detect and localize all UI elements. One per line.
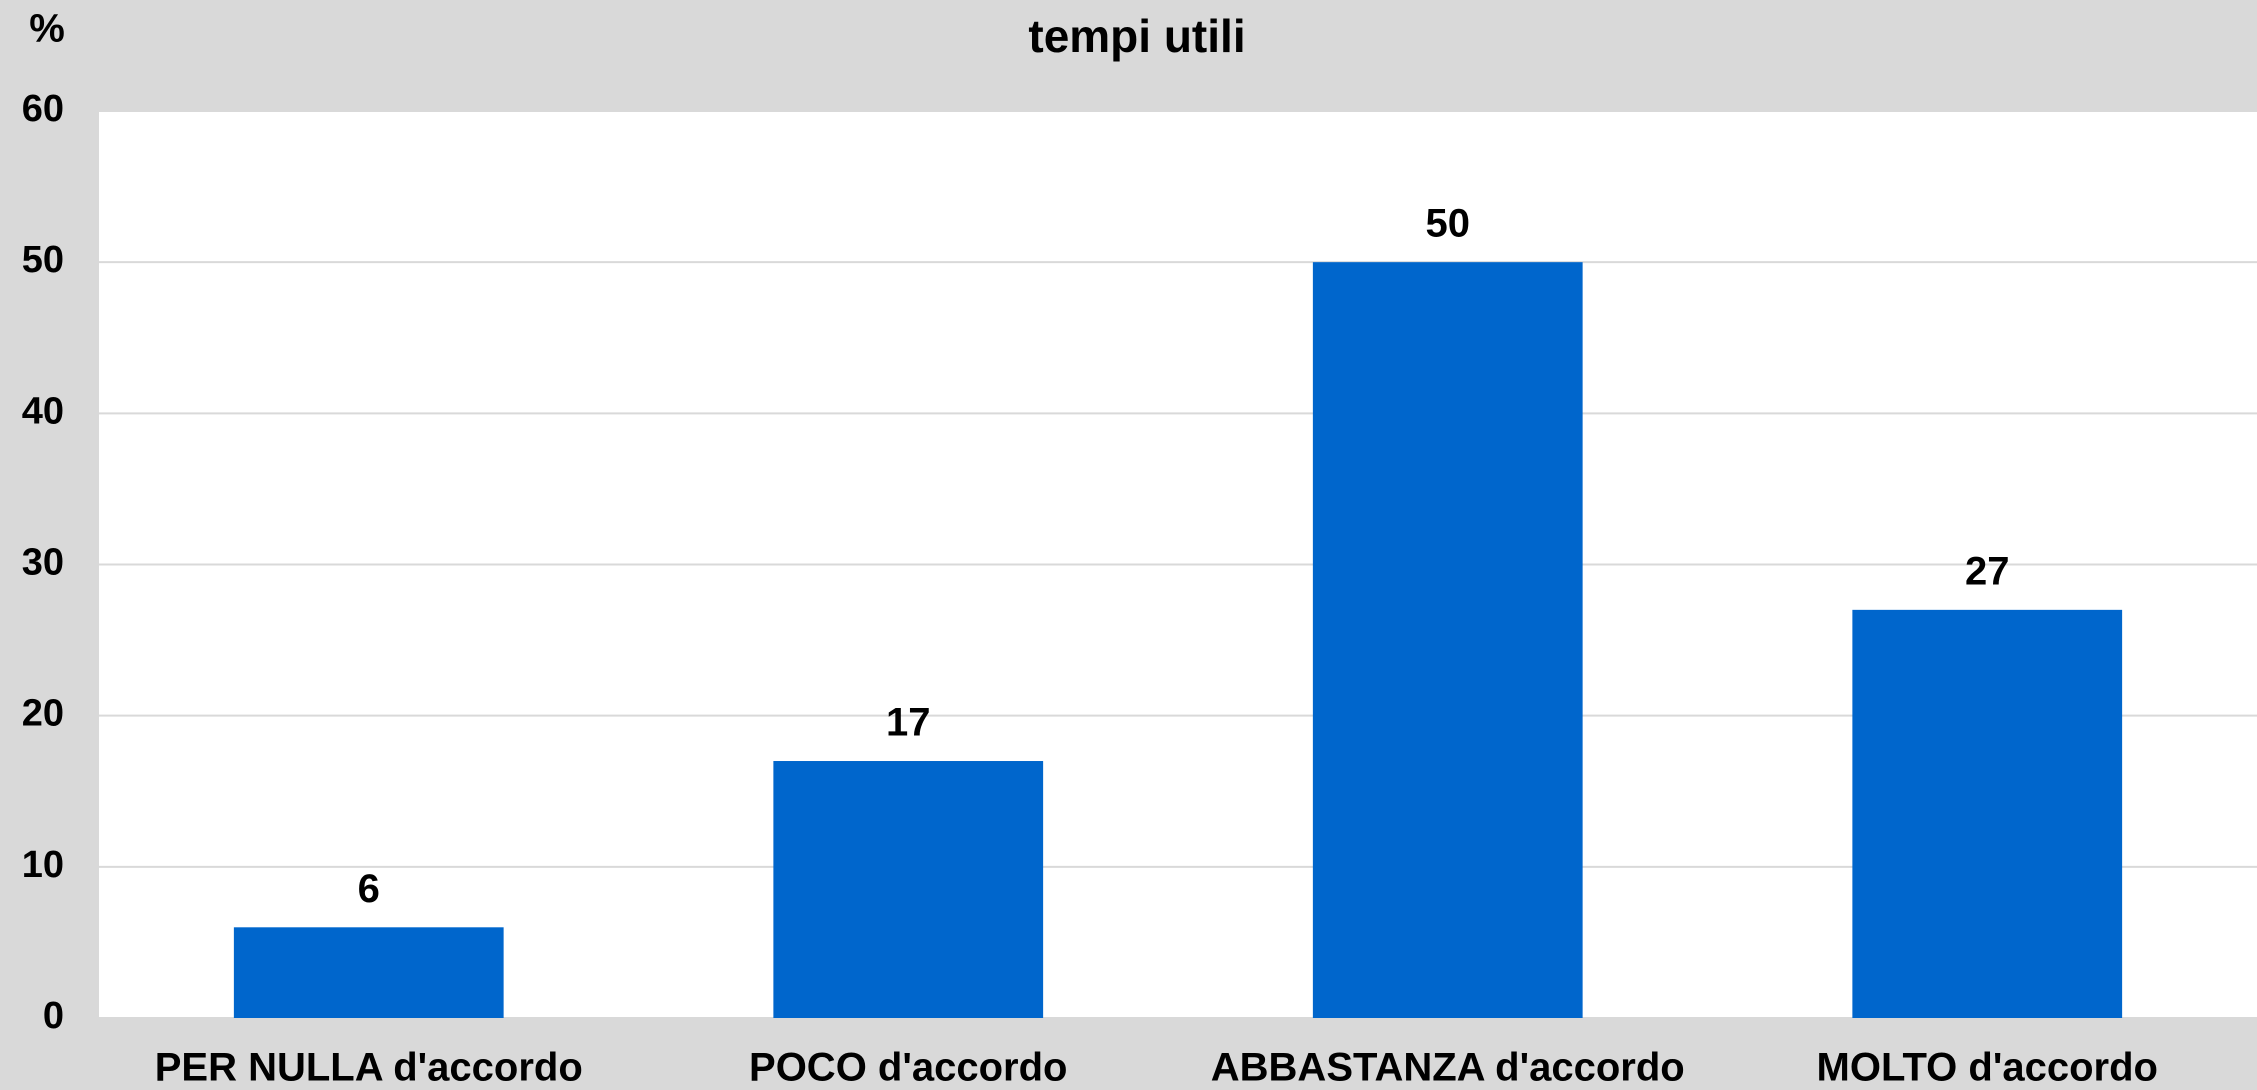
bar — [1312, 262, 1583, 1019]
y-tick-label: 10 — [22, 844, 64, 886]
y-tick-label: 0 — [43, 995, 64, 1037]
y-tick-label: 40 — [22, 390, 64, 432]
bar — [773, 761, 1044, 1018]
x-tick-label: MOLTO d'accordo — [1817, 1046, 2158, 1090]
bar — [1852, 609, 2123, 1018]
data-label: 17 — [886, 701, 931, 745]
data-label: 6 — [358, 867, 380, 911]
y-axis-label: % — [29, 7, 65, 51]
x-tick-label: ABBASTANZA d'accordo — [1211, 1046, 1685, 1090]
y-tick-label: 30 — [22, 542, 64, 584]
y-tick-label: 20 — [22, 693, 64, 735]
chart-title: tempi utili — [1028, 10, 1245, 62]
x-tick-label: POCO d'accordo — [749, 1046, 1067, 1090]
data-label: 50 — [1426, 202, 1471, 246]
y-tick-label: 60 — [22, 88, 64, 130]
data-label: 27 — [1965, 549, 2010, 593]
x-tick-label: PER NULLA d'accordo — [155, 1046, 583, 1090]
y-tick-label: 50 — [22, 239, 64, 281]
bar — [233, 927, 504, 1018]
